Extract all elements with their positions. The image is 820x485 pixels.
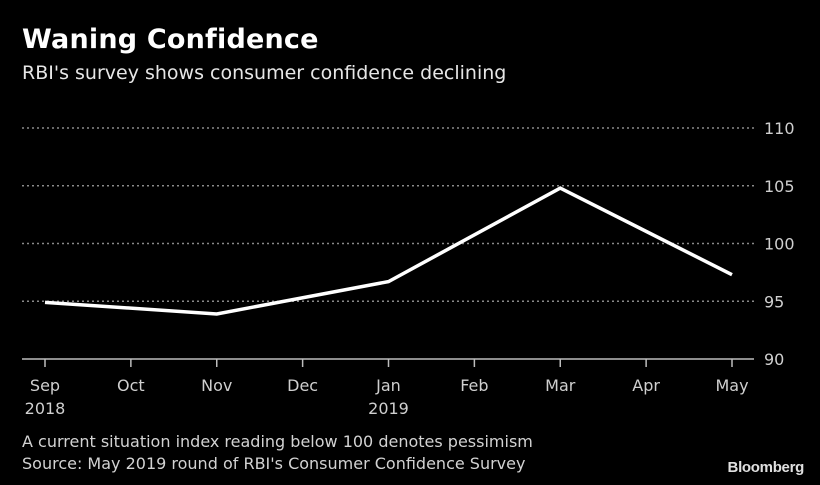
x-tick-labels: Sep 2018 Oct Nov Dec Jan 2019 Feb Mar Apr May: [25, 376, 749, 418]
x-tick-label: Apr: [632, 376, 660, 395]
source-note: Source: May 2019 round of RBI's Consumer…: [22, 454, 526, 473]
y-tick-label: 90: [764, 350, 784, 369]
footnote: A current situation index reading below …: [22, 432, 533, 451]
series-layer: [44, 186, 733, 316]
bloomberg-logo: Bloomberg: [727, 459, 805, 476]
x-tick-year-label: 2019: [368, 399, 409, 418]
x-tick-label: May: [715, 376, 748, 395]
x-tick-label: Jan: [375, 376, 401, 395]
x-tick-label: Dec: [287, 376, 318, 395]
y-tick-label: 105: [764, 177, 795, 196]
y-tick-label: 110: [764, 119, 795, 138]
y-tick-label: 100: [764, 235, 795, 254]
series-line: [44, 186, 733, 316]
y-tick-label: 95: [764, 292, 784, 311]
chart-subtitle: RBI's survey shows consumer confidence d…: [22, 62, 507, 84]
x-tick-label: Oct: [117, 376, 145, 395]
x-tick-label: Sep: [30, 376, 60, 395]
x-axis: [22, 358, 754, 367]
gridlines: [22, 127, 754, 302]
chart-title: Waning Confidence: [22, 24, 319, 55]
x-tick-label: Nov: [201, 376, 232, 395]
x-tick-label: Mar: [545, 376, 576, 395]
x-tick-year-label: 2018: [25, 399, 66, 418]
x-tick-label: Feb: [460, 376, 488, 395]
y-axis: 90 95 100 105 110: [764, 119, 795, 369]
